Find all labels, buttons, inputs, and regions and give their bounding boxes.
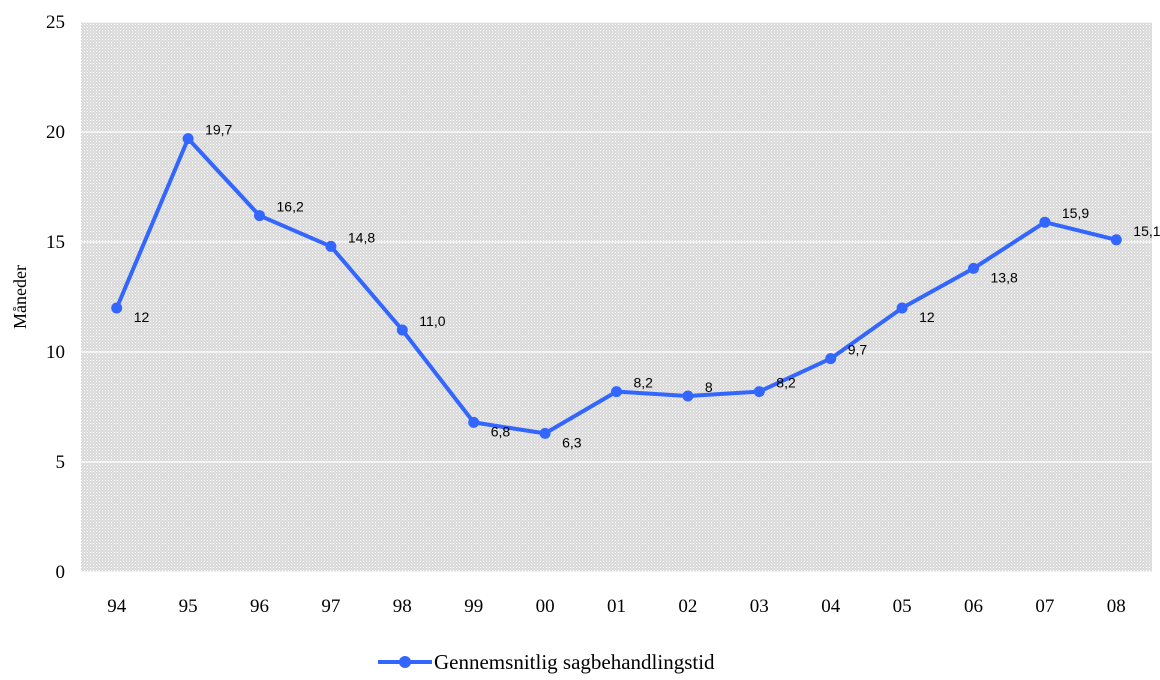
data-point	[611, 386, 622, 398]
x-tick-label: 04	[821, 596, 841, 617]
y-tick-label: 5	[56, 452, 66, 473]
x-axis-ticks: 94 95 96 97 98 99 00 01 02 03 04 05 06 07 08	[107, 596, 1126, 617]
legend: Gennemsnitlig sagbehandlingstid	[378, 650, 715, 674]
data-point	[1110, 234, 1122, 246]
data-point	[111, 302, 123, 314]
y-tick-label: 20	[46, 122, 65, 143]
data-label: 19,7	[205, 122, 232, 138]
data-label: 9,7	[848, 342, 868, 358]
x-tick-label: 99	[464, 596, 483, 617]
plot-area	[81, 22, 1152, 572]
x-tick-label: 06	[964, 596, 983, 617]
series-layer: 12 19,7 16,2 14,8 11,0 6,8 6,3 8,2 8 8,2 9,7 12 13,8…	[111, 122, 1160, 450]
x-tick-label: 00	[536, 596, 555, 617]
data-label: 8,2	[634, 375, 654, 391]
data-point	[825, 353, 837, 365]
x-tick-label: 08	[1107, 596, 1126, 617]
data-label: 14,8	[348, 229, 375, 245]
data-label: 15,1	[1133, 223, 1160, 239]
x-tick-label: 98	[393, 596, 412, 617]
y-tick-label: 25	[46, 12, 65, 33]
y-tick-label: 10	[46, 342, 65, 363]
y-axis-ticks: 0 5 10 15 20 25	[46, 12, 65, 583]
data-label: 12	[919, 309, 935, 325]
data-label: 16,2	[277, 199, 304, 215]
data-point	[182, 133, 194, 145]
x-tick-label: 07	[1035, 596, 1054, 617]
x-tick-label: 94	[107, 596, 127, 617]
data-point	[468, 416, 480, 428]
data-point	[682, 390, 694, 402]
data-label: 6,3	[562, 434, 582, 450]
x-tick-label: 97	[321, 596, 340, 617]
y-axis-title: Måneder	[10, 265, 30, 329]
legend-point-marker	[399, 656, 411, 668]
x-tick-label: 96	[250, 596, 269, 617]
data-point	[896, 302, 908, 314]
x-tick-label: 03	[750, 596, 769, 617]
data-point	[753, 386, 765, 398]
data-label: 12	[134, 309, 150, 325]
x-tick-label: 01	[607, 596, 626, 617]
data-point	[396, 324, 408, 336]
x-tick-label: 05	[893, 596, 912, 617]
y-tick-label: 0	[56, 562, 66, 583]
data-point	[968, 262, 979, 274]
x-tick-label: 95	[179, 596, 198, 617]
data-point	[539, 427, 551, 439]
y-tick-label: 15	[46, 232, 65, 253]
data-label: 11,0	[419, 313, 445, 329]
legend-label: Gennemsnitlig sagbehandlingstid	[434, 650, 715, 674]
x-tick-label: 02	[678, 596, 697, 617]
data-label: 8,2	[776, 375, 796, 391]
gridlines	[81, 21, 1152, 573]
data-point	[254, 210, 265, 222]
data-label: 13,8	[991, 269, 1018, 285]
data-point	[325, 240, 337, 252]
data-label: 8	[705, 379, 713, 395]
data-point	[1039, 216, 1051, 228]
data-label: 6,8	[491, 423, 511, 439]
data-label: 15,9	[1062, 205, 1089, 221]
